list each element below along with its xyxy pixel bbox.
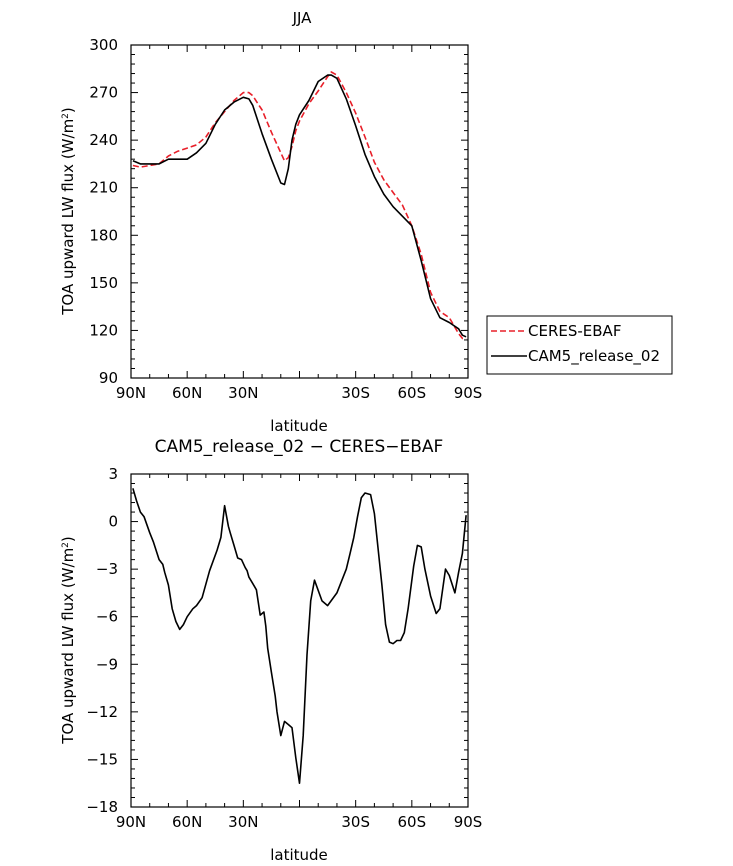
top-x-axis-label: latitude (270, 417, 328, 435)
bottom-y-tick-label: −18 (86, 798, 118, 816)
legend-box (486, 315, 673, 375)
top-y-tick-label: 240 (89, 131, 118, 149)
bottom-chart-title: CAM5_release_02 − CERES−EBAF (155, 437, 444, 457)
bottom-x-axis-label: latitude (270, 846, 328, 864)
top-y-tick-label: 180 (89, 226, 118, 244)
top-panel: JJA 90N 60N 30N 30S 60S 90S 90 120 150 180 210 240 2… (59, 9, 673, 435)
bottom-y-tick-label: −3 (96, 560, 118, 578)
top-y-tick-label: 300 (89, 36, 118, 54)
bottom-series-cam5-release-02-ceres-ebaf (132, 488, 467, 784)
top-y-tick-label: 270 (89, 84, 118, 102)
top-chart-title: JJA (292, 9, 313, 27)
top-x-tick-label: 30N (228, 384, 258, 402)
top-y-tick-label: 150 (89, 274, 118, 292)
bottom-y-tick-label: −15 (86, 750, 118, 768)
bottom-y-tick-label: −12 (86, 703, 118, 721)
legend: CERES-EBAF CAM5_release_02 (486, 315, 673, 375)
top-x-tick-label: 60N (172, 384, 202, 402)
bottom-y-axis-label: TOA upward LW flux (W/m2) (59, 536, 77, 745)
top-y-tick-label: 90 (99, 369, 118, 387)
bottom-x-tick-label: 90N (116, 813, 146, 831)
bottom-x-tick-label: 60N (172, 813, 202, 831)
bottom-y-tick-label: 0 (108, 513, 118, 531)
bottom-x-tick-label: 30N (228, 813, 258, 831)
bottom-y-tick-label: −9 (96, 655, 118, 673)
top-y-tick-label: 120 (89, 321, 118, 339)
bottom-x-tick-label: 90S (454, 813, 483, 831)
bottom-x-tick-label: 30S (341, 813, 370, 831)
top-series-cam5-release-02 (132, 74, 467, 338)
top-plot-frame (130, 44, 469, 379)
top-y-tick-label: 210 (89, 179, 118, 197)
top-x-tick-label: 90S (454, 384, 483, 402)
bottom-y-tick-label: 3 (108, 465, 118, 483)
legend-label-cam5: CAM5_release_02 (528, 347, 660, 366)
top-x-tick-label: 30S (341, 384, 370, 402)
legend-label-ceres-ebaf: CERES-EBAF (528, 322, 621, 340)
top-series-ceres-ebaf (132, 71, 467, 340)
bottom-y-tick-label: −6 (96, 608, 118, 626)
top-x-tick-label: 60S (398, 384, 427, 402)
bottom-panel: CAM5_release_02 − CERES−EBAF 90N 60N 30N 30… (59, 437, 482, 864)
top-y-axis-label: TOA upward LW flux (W/m2) (59, 107, 77, 316)
bottom-plot-frame (130, 473, 469, 808)
bottom-x-tick-label: 60S (398, 813, 427, 831)
top-x-tick-label: 90N (116, 384, 146, 402)
